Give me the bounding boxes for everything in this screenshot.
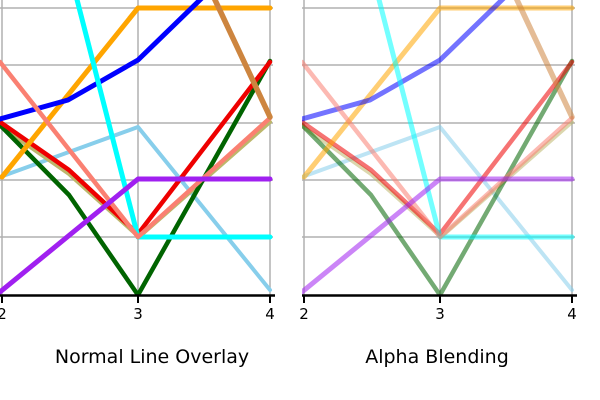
series-line-red xyxy=(302,59,575,237)
chart-title-normal-overlay: Normal Line Overlay xyxy=(54,346,250,368)
series-line-purple xyxy=(302,176,575,295)
x-tick-label: 4 xyxy=(265,305,275,323)
chart-alpha-blending: 2 3 4 xyxy=(299,0,580,340)
x-tick-label: 3 xyxy=(133,305,143,323)
plot-area-normal-overlay xyxy=(0,0,275,303)
series-line-blue xyxy=(0,0,204,122)
x-tick-label: 2 xyxy=(299,305,309,323)
series-line-salmon xyxy=(0,59,273,240)
x-tick-label: 3 xyxy=(435,305,445,323)
x-tick-label: 2 xyxy=(0,305,7,323)
x-tick-label: 4 xyxy=(567,305,577,323)
series-line-red xyxy=(0,59,273,237)
chart-normal-line-overlay: 2 3 4 xyxy=(0,0,278,340)
plot-area-alpha-blending xyxy=(302,0,577,303)
series-line-purple xyxy=(0,176,273,295)
chart-title-alpha-blending: Alpha Blending xyxy=(365,346,509,368)
series-group xyxy=(0,0,273,296)
series-line-salmon xyxy=(302,59,575,240)
series-line-blue xyxy=(302,0,506,122)
series-group xyxy=(302,0,575,296)
series-line-tan xyxy=(514,0,575,120)
series-line-tan xyxy=(212,0,273,120)
